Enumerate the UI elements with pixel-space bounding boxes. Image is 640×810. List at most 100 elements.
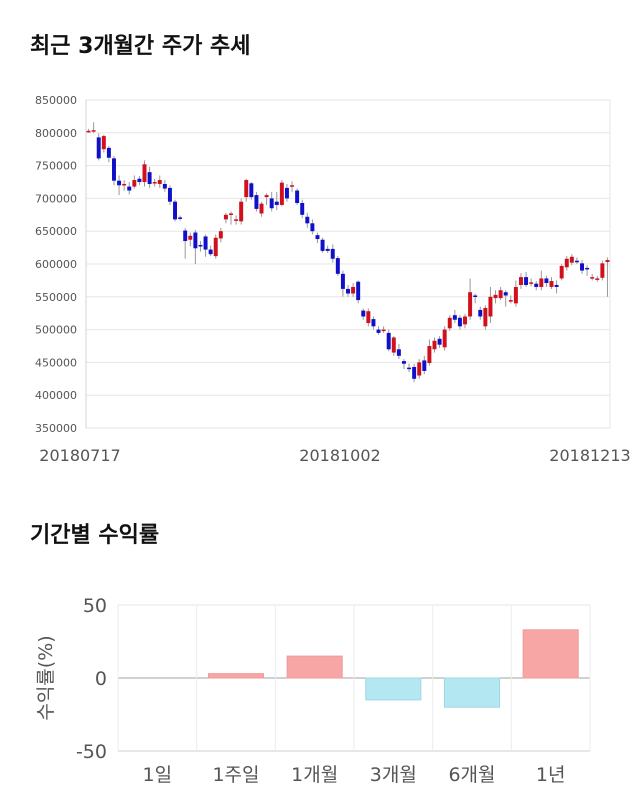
- price-chart-x-axis: 20180717 20181002 20181213: [39, 446, 630, 465]
- candle-body: [605, 260, 610, 263]
- candle-body: [361, 310, 366, 317]
- candle-body: [147, 172, 152, 184]
- price-y-tick-label: 350000: [35, 422, 77, 435]
- candle-body: [218, 231, 223, 239]
- candle-body: [284, 187, 289, 199]
- candle-body: [152, 182, 157, 184]
- candle-body: [376, 329, 381, 333]
- candle-body: [325, 248, 330, 251]
- returns-bar: [286, 655, 343, 679]
- price-y-tick-label: 400000: [35, 389, 77, 402]
- price-y-tick-label: 550000: [35, 291, 77, 304]
- candle-body: [549, 281, 554, 287]
- candle-body: [279, 182, 284, 205]
- candle-body: [203, 236, 208, 250]
- candle-body: [315, 235, 320, 240]
- candle-body: [518, 277, 523, 285]
- price-y-tick-label: 650000: [35, 225, 77, 238]
- candle-body: [269, 198, 274, 209]
- candle-body: [157, 180, 162, 184]
- returns-x-tick-label: 1일: [143, 764, 173, 786]
- candle-body: [208, 249, 213, 255]
- candle-body: [371, 319, 376, 327]
- price-chart-candles: [86, 122, 610, 383]
- price-y-tick-label: 750000: [35, 160, 77, 173]
- price-chart-y-axis: 850000 800000 750000 700000 650000 600000 5500…: [35, 94, 77, 435]
- candle-body: [183, 230, 188, 242]
- candle-body: [91, 130, 96, 132]
- candle-body: [127, 186, 132, 191]
- candle-body: [249, 183, 254, 198]
- candle-body: [396, 349, 401, 356]
- candle-body: [137, 178, 142, 182]
- candle-body: [320, 239, 325, 251]
- candle-body: [101, 136, 106, 150]
- candle-body: [300, 202, 305, 215]
- candle-body: [590, 277, 595, 279]
- candle-body: [295, 190, 300, 203]
- candle-body: [346, 288, 350, 294]
- price-chart-title: 최근 3개월간 주가 추세: [30, 34, 251, 59]
- returns-chart-y-label: 수익률(%): [35, 635, 57, 720]
- candle-body: [213, 237, 218, 257]
- candle-body: [335, 258, 340, 274]
- candle-body: [132, 180, 137, 187]
- candle-body: [554, 284, 559, 287]
- candle-body: [391, 337, 396, 353]
- candle-body: [442, 329, 447, 348]
- candle-body: [473, 295, 478, 297]
- candle-body: [574, 260, 579, 263]
- candle-body: [503, 292, 508, 296]
- candle-body: [290, 185, 295, 187]
- price-x-tick-label: 20181213: [549, 446, 630, 465]
- candle-body: [493, 294, 498, 299]
- returns-y-tick-label: 0: [95, 668, 107, 690]
- returns-chart-bars: [207, 629, 579, 708]
- price-x-tick-label: 20181002: [299, 446, 380, 465]
- returns-chart-grid: [117, 604, 591, 752]
- candle-body: [173, 201, 178, 220]
- candle-body: [483, 307, 488, 327]
- price-y-tick-label: 700000: [35, 192, 77, 205]
- candle-body: [513, 286, 518, 304]
- candle-body: [580, 263, 585, 271]
- candle-body: [234, 219, 239, 221]
- candle-body: [223, 214, 228, 220]
- candle-body: [417, 362, 422, 376]
- candle-body: [122, 183, 127, 186]
- candle-body: [569, 256, 574, 263]
- candle-body: [86, 130, 91, 133]
- candle-body: [412, 366, 417, 379]
- candle-body: [488, 296, 493, 317]
- price-y-tick-label: 600000: [35, 258, 77, 271]
- candle-body: [356, 281, 361, 301]
- candle-body: [264, 195, 269, 198]
- returns-bar: [207, 673, 265, 679]
- price-candlestick-chart: 850000 800000 750000 700000 650000 600000 5500…: [35, 94, 631, 465]
- candle-body: [386, 332, 391, 350]
- candle-body: [585, 267, 590, 270]
- candle-body: [198, 244, 203, 247]
- returns-chart-y-axis: 50 0 -50: [76, 595, 107, 763]
- candle-body: [111, 158, 116, 181]
- candle-body: [564, 258, 569, 268]
- candle-body: [529, 282, 534, 284]
- candle-body: [305, 216, 310, 224]
- candle-body: [106, 147, 111, 158]
- returns-chart-title: 기간별 수익률: [30, 523, 160, 548]
- returns-bar: [443, 677, 501, 708]
- candle-body: [274, 201, 279, 205]
- candle-body: [447, 317, 452, 329]
- candle-body: [178, 217, 183, 219]
- candle-body: [310, 223, 315, 232]
- returns-y-tick-label: -50: [76, 741, 107, 763]
- candle-body: [193, 232, 198, 249]
- candle-body: [239, 201, 244, 222]
- candle-body: [463, 316, 467, 325]
- returns-x-tick-label: 1년: [536, 764, 566, 786]
- candle-body: [498, 290, 503, 299]
- candle-body: [524, 277, 529, 285]
- returns-x-tick-label: 3개월: [370, 764, 417, 786]
- candle-body: [508, 300, 513, 302]
- returns-bar: [522, 629, 579, 679]
